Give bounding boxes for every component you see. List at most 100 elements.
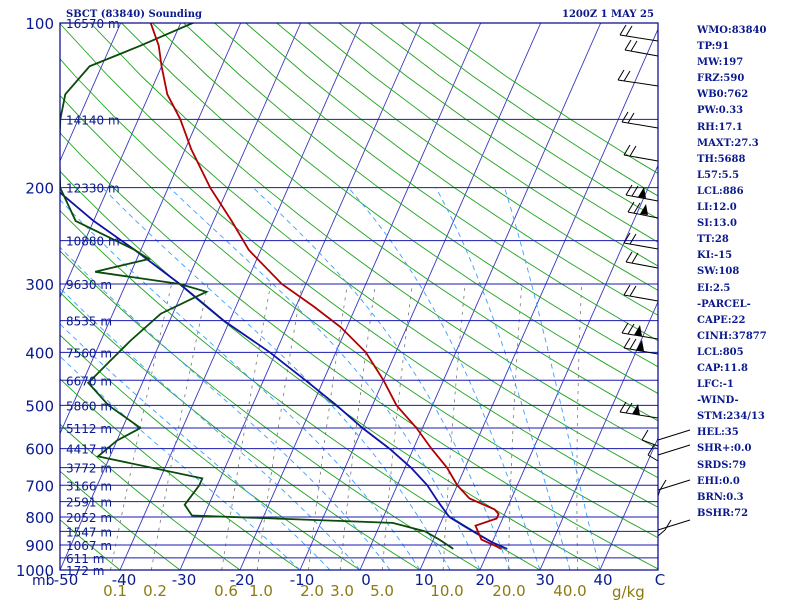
- isotherm-line: [0, 23, 1, 570]
- index-item: LFC:-1: [697, 379, 734, 391]
- pressure-tick-label: 100: [25, 15, 54, 33]
- index-item: EI:2.5: [697, 282, 731, 294]
- mixing-ratio-line: [256, 283, 303, 570]
- mixing-ratio-tick-label: 0.6: [214, 582, 238, 600]
- isotherm-line: [419, 27, 658, 570]
- height-label: 6670 m: [66, 374, 112, 388]
- temperature-tick-label: -10: [290, 571, 315, 589]
- index-item: L57:5.5: [697, 169, 740, 181]
- x-unit-label: mb: [32, 573, 55, 589]
- index-item: PW:0.33: [697, 105, 744, 117]
- valid-time: 1200Z 1 MAY 25: [562, 9, 654, 20]
- index-item: RH:17.1: [697, 121, 743, 133]
- height-label: 5860 m: [66, 399, 112, 413]
- moist-adiabat-line: [60, 323, 331, 570]
- mixing-ratio-tick-label: 20.0: [492, 582, 525, 600]
- wind-barb: [623, 284, 659, 302]
- isobar-lines: [60, 22, 658, 571]
- index-item: KI:-15: [697, 250, 733, 262]
- mixing-ratio-line: [576, 283, 582, 570]
- mixing-ratio-unit-label: g/kg: [612, 583, 645, 600]
- index-item: TT:28: [697, 234, 729, 246]
- pressure-tick-labels: 100 200 300 400 500 600 700 800 900 1000: [16, 15, 54, 580]
- height-label: 1067 m: [66, 539, 112, 553]
- height-label: 16570 m: [66, 17, 120, 31]
- index-item: SI:13.0: [697, 218, 737, 230]
- index-item: WB0:762: [697, 89, 749, 101]
- wind-barb: [619, 24, 659, 42]
- temperature-tick-label: 10: [414, 571, 433, 589]
- mixing-ratio-tick-label: 0.1: [103, 582, 127, 600]
- wind-barb: [619, 401, 659, 419]
- temperature-tick-label: 20: [475, 571, 494, 589]
- temperature-tick-label: 40: [593, 571, 612, 589]
- station-title: SBCT (83840) Sounding: [66, 9, 202, 20]
- isotherm-line: [60, 23, 122, 163]
- index-item: SRDS:79: [697, 459, 747, 471]
- height-label: 1547 m: [66, 525, 112, 539]
- index-item: LI:12.0: [697, 202, 737, 214]
- pressure-tick-label: 200: [25, 180, 54, 198]
- isotherm-line: [479, 164, 658, 570]
- index-item: TH:5688: [697, 153, 746, 165]
- temperature-tick-label: -30: [172, 571, 197, 589]
- isotherm-line: [599, 437, 658, 570]
- index-item: CINH:37877: [697, 330, 767, 342]
- stability-indices-panel: WMO:83840 TP:91 MW:197 FRZ:590 WB0:762 PW:0.3…: [697, 23, 767, 522]
- index-item: CAPE:22: [697, 314, 746, 326]
- mixing-ratio-line: [381, 283, 413, 570]
- dewpoint-trace: [60, 23, 454, 550]
- mixing-ratio-line: [507, 283, 523, 570]
- index-item: MAXT:27.3: [697, 137, 759, 149]
- height-label: 7560 m: [66, 346, 112, 360]
- mixing-ratio-tick-label: 40.0: [553, 582, 586, 600]
- index-item: LCL:805: [697, 346, 744, 358]
- wind-barb: [657, 519, 691, 537]
- pressure-tick-label: 500: [25, 397, 54, 415]
- pressure-tick-label: 300: [25, 276, 54, 294]
- mixing-ratio-tick-label: 10.0: [430, 582, 463, 600]
- mixing-ratio-tick-label: 2.0: [300, 582, 324, 600]
- height-label: 3772 m: [66, 462, 112, 476]
- temperature-tick-label: C: [655, 571, 665, 589]
- index-item: FRZ:590: [697, 73, 745, 85]
- mixing-ratio-line: [308, 283, 348, 570]
- mixing-ratio-tick-label: 0.2: [143, 582, 167, 600]
- height-label: 2591 m: [66, 496, 112, 510]
- wind-barb: [627, 201, 659, 219]
- index-item: TP:91: [697, 41, 730, 53]
- height-label: 8535 m: [66, 315, 112, 329]
- index-item: HEL:35: [697, 427, 739, 439]
- wind-barb: [617, 69, 659, 87]
- height-label: 10880 m: [66, 235, 120, 249]
- sounding-traces: [60, 23, 508, 550]
- index-item: WMO:83840: [697, 25, 767, 36]
- height-labels: 16570 m 14140 m 12330 m 10880 m 9630 m 8535 m…: [66, 17, 120, 578]
- wind-barb: [623, 337, 659, 355]
- height-label: 4417 m: [66, 443, 112, 457]
- mixing-ratio-tick-label: 5.0: [370, 582, 394, 600]
- isotherm-line: [239, 23, 482, 570]
- plot-frame: [59, 22, 659, 571]
- isotherm-line: [60, 23, 302, 570]
- mixing-ratio-line: [221, 283, 272, 570]
- pressure-tick-label: 400: [25, 344, 54, 362]
- mixing-ratio-tick-labels: 0.1 0.2 0.6 1.0 2.0 3.0 5.0 10.0 20.0 40.0 g/kg: [103, 582, 645, 600]
- parcel-trace: [60, 191, 508, 550]
- index-item: STM:234/13: [697, 411, 765, 423]
- pressure-tick-label: 1000: [16, 562, 54, 580]
- wind-barb: [657, 479, 691, 497]
- mixing-ratio-tick-label: 3.0: [330, 582, 354, 600]
- height-label: 5112 m: [66, 422, 112, 436]
- temperature-tick-label: -50: [54, 571, 79, 589]
- wind-barb: [641, 429, 691, 447]
- index-item: LCL:886: [697, 185, 744, 197]
- pressure-tick-label: 600: [25, 441, 54, 459]
- pressure-tick-label: 800: [25, 509, 54, 527]
- index-item: BRN:0.3: [697, 491, 744, 503]
- wind-barb: [623, 232, 659, 250]
- height-label: 611 m: [66, 552, 104, 566]
- mixing-ratio-line: [442, 283, 466, 570]
- temperature-tick-label: -40: [112, 571, 137, 589]
